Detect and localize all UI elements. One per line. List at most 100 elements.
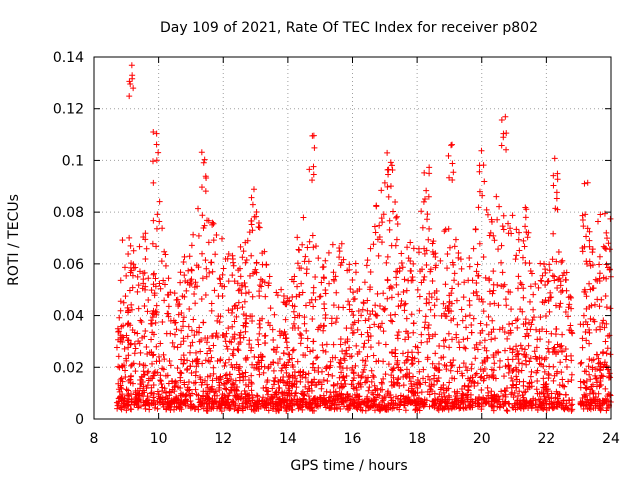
data-point [178,398,185,405]
data-point [603,304,610,311]
data-point [157,340,164,347]
data-point [404,330,411,337]
data-point [582,318,589,325]
data-point [181,272,188,279]
data-point [118,385,125,392]
x-tick-label: 18 [408,431,426,447]
data-point [328,315,335,322]
data-point [494,216,501,223]
data-point [470,245,477,252]
data-point [169,339,176,346]
data-point [561,269,568,276]
data-point [440,382,447,389]
data-point [501,387,508,394]
data-point [294,234,301,241]
data-point [304,388,311,395]
data-point [567,293,574,300]
data-point [182,402,189,409]
data-point [421,324,428,331]
data-point [477,374,484,381]
data-point [146,349,153,356]
data-point [211,287,218,294]
data-point [492,335,499,342]
data-point [117,394,124,401]
data-point [604,235,611,242]
data-point [116,364,123,371]
data-point [290,308,297,315]
data-point [355,317,362,324]
data-point [319,341,326,348]
data-point [350,289,357,296]
data-point [124,403,131,410]
data-point [253,364,260,371]
data-point [200,405,207,412]
data-point [546,261,553,268]
data-point [448,400,455,407]
data-point [507,329,514,336]
data-point [420,276,427,283]
data-point [234,346,241,353]
data-point [167,317,174,324]
data-point [114,405,121,412]
data-point [289,293,296,300]
data-point [449,176,456,183]
data-point [115,353,122,360]
data-point [458,370,465,377]
data-point [294,358,301,365]
data-point [269,385,276,392]
data-point [386,217,393,224]
data-point [567,322,574,329]
data-point [235,341,242,348]
data-point [258,283,265,290]
data-point [446,344,453,351]
data-point [303,401,310,408]
data-point [524,234,531,241]
x-tick-label: 24 [602,431,620,447]
data-point [153,243,160,250]
data-point [453,331,460,338]
data-point [141,302,148,309]
data-point [248,252,255,259]
data-point [299,289,306,296]
data-point [601,324,608,331]
data-point [256,292,263,299]
data-point [519,345,526,352]
data-point [209,386,216,393]
data-point [314,354,321,361]
data-point [188,242,195,249]
data-point [304,244,311,251]
data-point [310,132,317,139]
data-point [468,361,475,368]
data-point [385,361,392,368]
data-point [259,398,266,405]
data-point [262,332,269,339]
data-point [326,280,333,287]
y-tick-label: 0.1 [62,153,84,169]
data-point [256,371,263,378]
data-point [186,253,193,260]
data-point [254,403,261,410]
data-point [514,285,521,292]
data-point [192,300,199,307]
data-point [298,335,305,342]
data-point [405,255,412,262]
data-point [311,144,318,151]
data-point [390,365,397,372]
data-point [223,386,230,393]
data-point [163,330,170,337]
data-point [229,306,236,313]
data-point [310,171,317,178]
data-point [498,259,505,266]
data-point [277,400,284,407]
data-point [537,314,544,321]
data-point [280,332,287,339]
data-point [233,394,240,401]
data-point [466,254,473,261]
data-point [156,198,163,205]
data-point [248,380,255,387]
data-point [603,407,610,414]
data-point [426,391,433,398]
data-point [533,344,540,351]
data-point [420,375,427,382]
data-point [491,300,498,307]
